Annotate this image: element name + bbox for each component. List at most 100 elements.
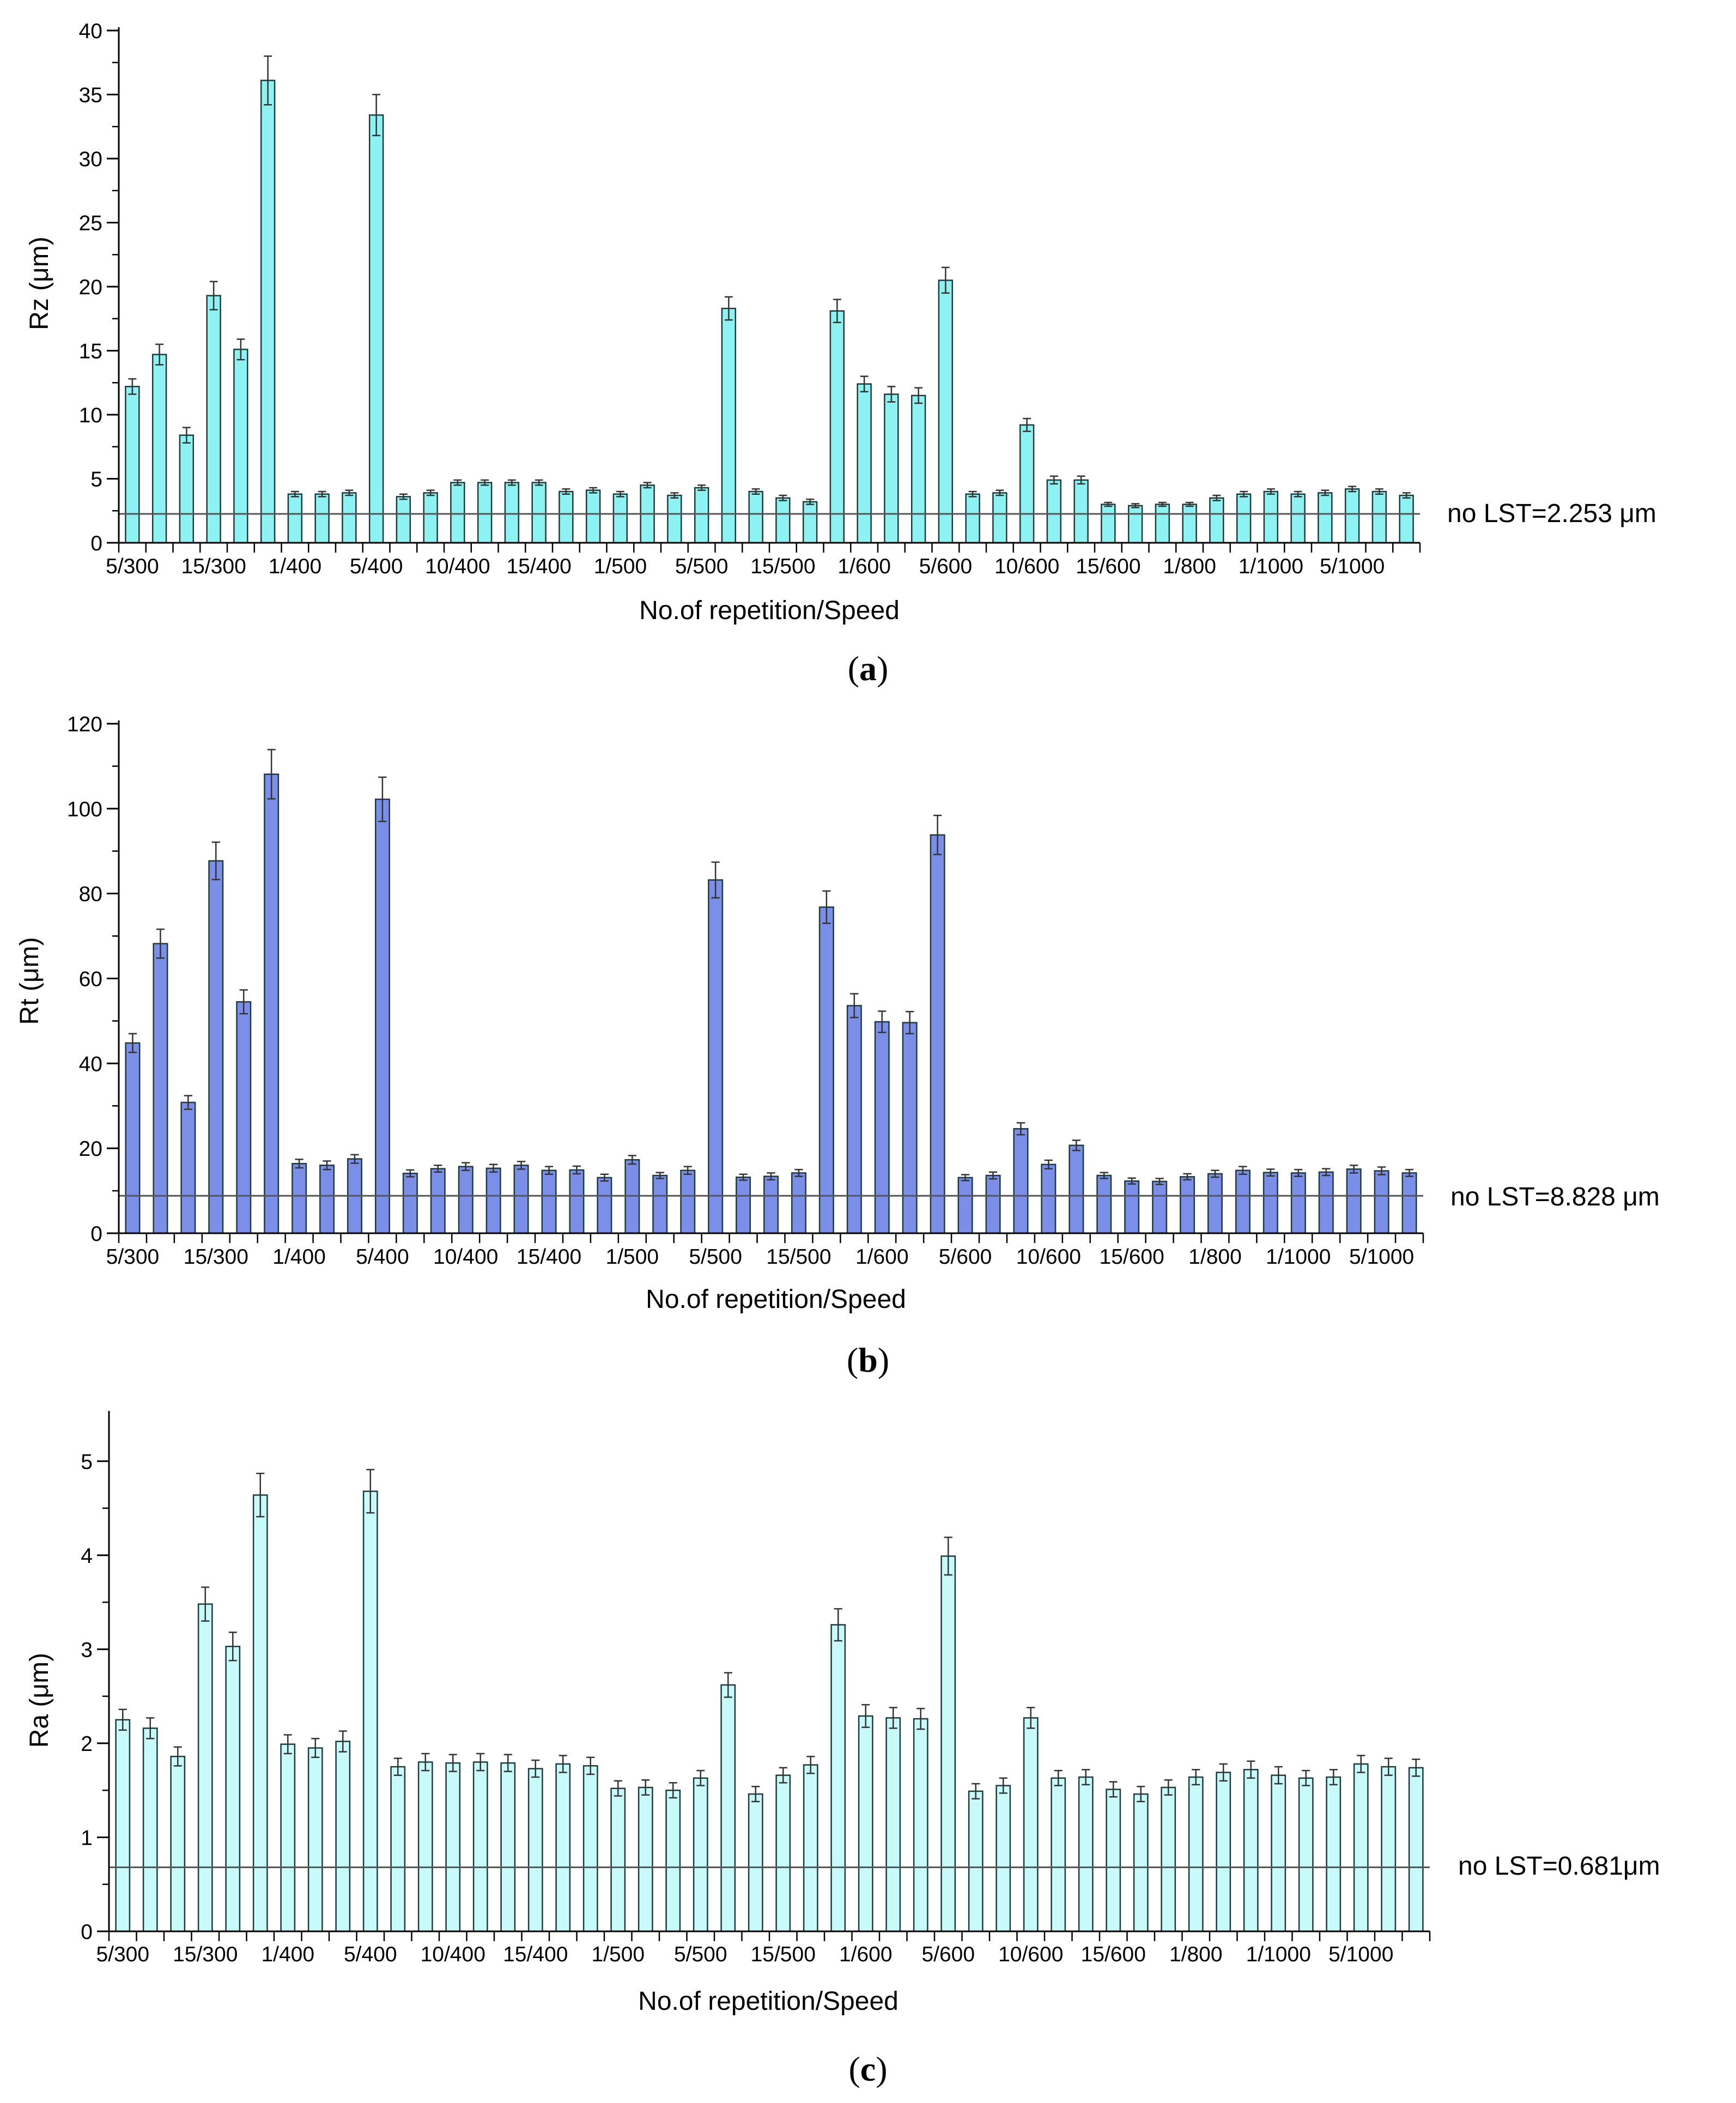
x-tick-label-c-2: 1/400 <box>261 1943 314 1966</box>
reference-label-a: no LST=2.253 μm <box>1447 499 1656 528</box>
bar-c-44 <box>1326 1776 1342 1932</box>
y-tick-label-c-0: 0 <box>81 1920 93 1944</box>
bar-b-42 <box>1290 1172 1306 1234</box>
bar-a-42 <box>1263 490 1279 544</box>
error-bar-c-20 <box>669 1782 677 1799</box>
error-bar-b-36 <box>1127 1177 1136 1185</box>
error-bar-b-17 <box>600 1173 609 1182</box>
error-bar-a-14 <box>507 479 516 486</box>
bar-a-41 <box>1236 493 1252 544</box>
reference-label-c: no LST=0.681μm <box>1458 1852 1660 1881</box>
error-bar-c-44 <box>1329 1768 1338 1786</box>
error-bar-c-36 <box>1109 1781 1118 1798</box>
bar-b-0 <box>125 1042 141 1234</box>
bar-a-26 <box>829 310 845 544</box>
error-bar-b-6 <box>295 1159 304 1169</box>
error-bar-a-3 <box>209 281 218 311</box>
bar-b-25 <box>818 906 834 1234</box>
error-bar-a-10 <box>399 493 408 500</box>
error-bar-c-27 <box>861 1704 870 1728</box>
bar-c-26 <box>830 1624 846 1932</box>
x-tick-label-a-3: 5/400 <box>350 555 403 578</box>
error-bar-c-39 <box>1192 1768 1200 1786</box>
bar-b-1 <box>153 943 168 1234</box>
bar-c-37 <box>1133 1793 1149 1932</box>
bar-a-32 <box>992 492 1007 544</box>
bar-b-4 <box>236 1001 252 1234</box>
error-bar-b-3 <box>211 841 220 881</box>
x-tick-label-a-8: 15/500 <box>750 555 815 578</box>
error-bar-b-20 <box>683 1166 692 1175</box>
bar-a-5 <box>260 80 276 544</box>
bar-c-47 <box>1408 1767 1424 1932</box>
bar-c-21 <box>693 1777 708 1932</box>
bar-b-24 <box>791 1172 806 1234</box>
bar-c-19 <box>638 1786 653 1932</box>
bar-b-17 <box>597 1177 612 1234</box>
x-tick-label-b-5: 15/400 <box>517 1245 581 1269</box>
x-tick-label-a-12: 15/600 <box>1076 555 1140 578</box>
bar-c-10 <box>390 1766 406 1932</box>
bar-b-13 <box>485 1167 501 1234</box>
x-tick-label-c-9: 1/600 <box>839 1943 893 1966</box>
error-bar-b-10 <box>406 1169 415 1178</box>
error-bar-b-39 <box>1211 1169 1219 1178</box>
error-bar-b-41 <box>1266 1168 1275 1177</box>
y-tick-label-a-3: 15 <box>79 340 102 363</box>
bar-b-10 <box>402 1172 418 1234</box>
error-bar-a-23 <box>751 488 760 495</box>
bar-a-38 <box>1155 504 1170 544</box>
bar-b-34 <box>1069 1144 1084 1234</box>
bar-a-8 <box>342 492 357 544</box>
bar-b-7 <box>319 1165 335 1234</box>
error-bar-c-34 <box>1054 1769 1063 1786</box>
x-tick-label-c-8: 15/500 <box>751 1943 816 1966</box>
bar-c-41 <box>1243 1768 1259 1932</box>
error-bar-b-33 <box>1044 1159 1053 1169</box>
error-bar-b-16 <box>572 1165 581 1175</box>
error-bar-c-12 <box>448 1754 457 1772</box>
error-bar-a-18 <box>616 490 624 498</box>
x-tick-label-a-0: 5/300 <box>106 555 159 578</box>
bar-c-0 <box>115 1719 131 1932</box>
x-tick-label-b-13: 1/800 <box>1188 1245 1242 1269</box>
error-bar-c-10 <box>393 1757 402 1776</box>
error-bar-c-8 <box>338 1730 347 1753</box>
bar-c-31 <box>968 1790 984 1932</box>
error-bar-a-16 <box>562 488 570 495</box>
y-tick-label-a-4: 20 <box>79 276 102 299</box>
bar-c-13 <box>472 1761 488 1932</box>
error-bar-c-40 <box>1219 1763 1228 1782</box>
x-tick-label-c-0: 5/300 <box>96 1943 149 1966</box>
bar-c-27 <box>858 1715 873 1932</box>
x-tick-label-c-14: 1/1000 <box>1246 1943 1311 1966</box>
error-bar-a-15 <box>535 479 543 486</box>
bar-c-43 <box>1298 1777 1314 1932</box>
bar-c-11 <box>417 1761 433 1932</box>
bar-b-20 <box>680 1169 696 1234</box>
bar-a-28 <box>884 393 899 544</box>
bar-a-11 <box>423 492 438 544</box>
y-tick-label-b-1: 20 <box>79 1137 102 1161</box>
error-bar-c-4 <box>228 1632 237 1662</box>
x-tick-label-c-5: 15/400 <box>503 1943 568 1966</box>
bar-c-3 <box>197 1603 213 1932</box>
error-bar-c-6 <box>283 1734 292 1755</box>
error-bar-a-37 <box>1131 503 1140 508</box>
bar-a-30 <box>938 280 954 544</box>
error-bar-c-46 <box>1384 1757 1393 1776</box>
bar-a-36 <box>1101 504 1116 544</box>
bar-c-1 <box>142 1728 158 1932</box>
x-tick-label-a-1: 15/300 <box>181 555 246 578</box>
x-tick-label-a-13: 1/800 <box>1163 555 1216 578</box>
error-bar-c-17 <box>586 1756 595 1775</box>
error-bar-a-26 <box>833 299 841 324</box>
error-bar-b-35 <box>1100 1172 1108 1179</box>
error-bar-c-11 <box>421 1753 430 1772</box>
x-tick-label-a-6: 1/500 <box>594 555 647 578</box>
error-bar-b-29 <box>933 815 942 856</box>
error-bar-b-19 <box>655 1172 664 1179</box>
error-bar-c-9 <box>366 1469 375 1514</box>
error-bar-b-11 <box>434 1165 442 1173</box>
